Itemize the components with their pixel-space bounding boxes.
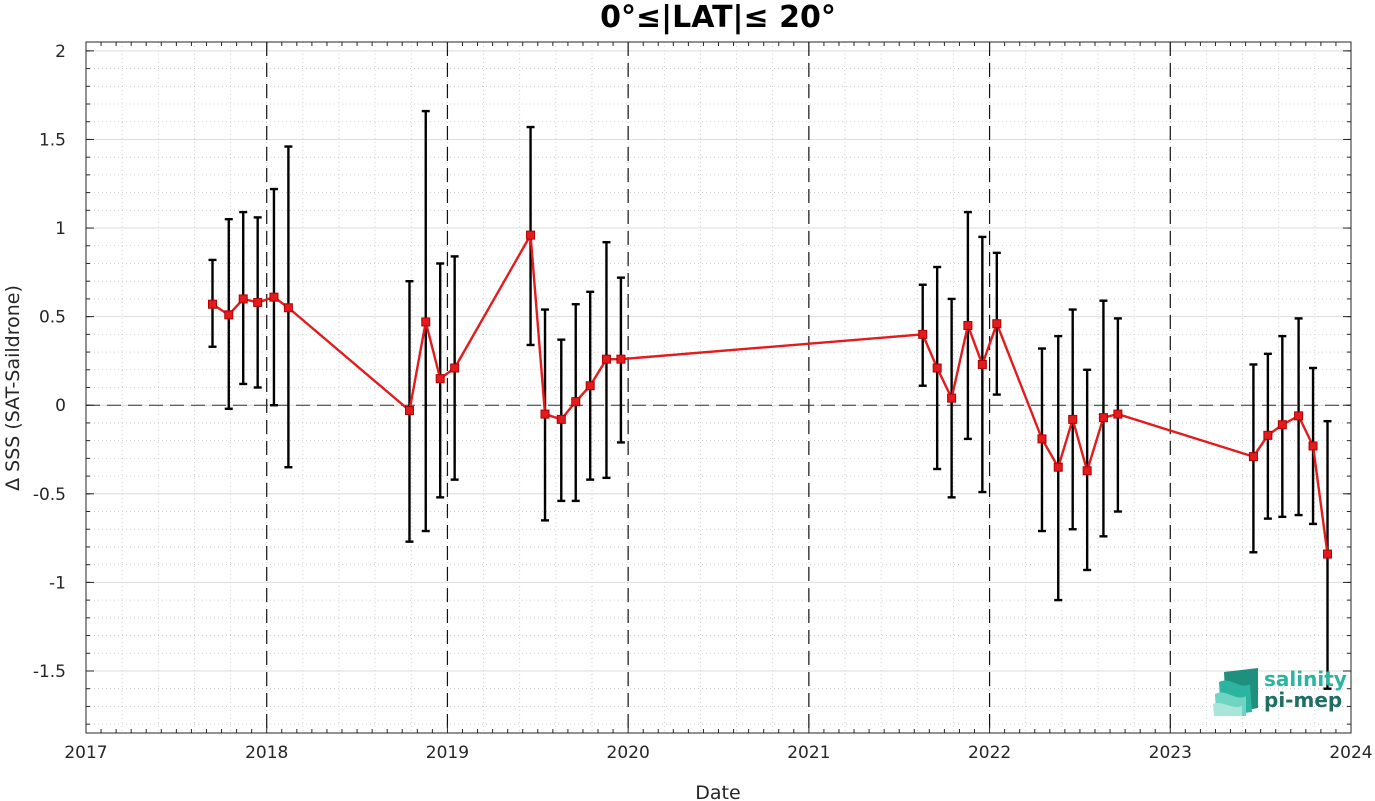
- data-point: [1068, 414, 1078, 424]
- x-tick-label: 2020: [607, 743, 650, 763]
- data-point: [404, 406, 414, 416]
- data-point: [208, 299, 217, 309]
- y-tick-label: 1: [55, 219, 66, 239]
- y-tick-labels: 2 1.5 1 0.5 0 -0.5 -1 -1.5: [33, 42, 66, 682]
- data-point: [571, 397, 581, 407]
- x-tick-label: 2022: [968, 743, 1011, 763]
- y-tick-label: 2: [55, 42, 66, 62]
- x-axis-label: Date: [695, 782, 740, 801]
- axis-ticks: [85, 42, 1352, 733]
- data-point: [963, 320, 973, 330]
- data-point: [1323, 549, 1333, 559]
- data-point: [238, 294, 248, 304]
- series-line: [211, 231, 1329, 555]
- data-point: [1277, 420, 1287, 430]
- year-boundary-lines: [266, 42, 1171, 733]
- data-point: [421, 317, 431, 327]
- x-tick-labels: 2017 2018 2019 2020 2021 2022 2023 2024: [64, 743, 1372, 763]
- logo-text-salinity: salinity: [1264, 667, 1347, 691]
- x-tick-label: 2023: [1149, 743, 1192, 763]
- data-point: [1294, 411, 1304, 421]
- data-point: [1263, 430, 1273, 440]
- data-point: [1248, 452, 1258, 462]
- data-point: [992, 319, 1002, 329]
- data-point: [1098, 413, 1108, 423]
- data-point: [1308, 441, 1318, 451]
- y-tick-label: -1: [49, 573, 66, 593]
- data-point: [435, 374, 445, 384]
- wave-logo-icon: [1213, 668, 1258, 716]
- data-point: [616, 354, 626, 364]
- data-point: [601, 354, 611, 364]
- data-point: [1082, 466, 1092, 476]
- data-point: [1113, 409, 1123, 419]
- data-point: [224, 310, 234, 320]
- x-tick-label: 2021: [787, 743, 830, 763]
- data-point: [269, 292, 279, 302]
- logo-text-pi-mep: pi-mep: [1264, 688, 1342, 712]
- data-point: [540, 409, 550, 419]
- data-point: [1053, 462, 1063, 472]
- x-tick-label: 2019: [426, 743, 469, 763]
- data-point: [450, 363, 460, 373]
- data-point: [977, 359, 987, 369]
- data-point: [947, 393, 957, 403]
- y-axis-label: Δ SSS (SAT-Saildrone): [2, 285, 24, 491]
- data-point: [556, 414, 566, 424]
- data-point: [526, 230, 536, 240]
- error-bars: [208, 109, 1332, 690]
- y-tick-label: -0.5: [33, 485, 66, 505]
- data-point: [283, 303, 293, 313]
- y-tick-label: 0.5: [39, 308, 66, 328]
- chart-title: 0°≤|LAT|≤ 20°: [600, 0, 836, 35]
- y-tick-label: -1.5: [33, 662, 66, 682]
- data-point: [932, 363, 942, 373]
- data-point: [585, 381, 595, 391]
- salinity-pi-mep-logo: salinity pi-mep: [1213, 667, 1347, 716]
- x-tick-label: 2018: [245, 743, 288, 763]
- y-tick-label: 0: [55, 396, 66, 416]
- data-point: [253, 297, 263, 307]
- data-markers: [208, 230, 1333, 559]
- y-tick-label: 1.5: [39, 130, 66, 150]
- x-tick-label: 2017: [64, 743, 107, 763]
- data-point: [1037, 434, 1047, 444]
- x-tick-label: 2024: [1329, 743, 1372, 763]
- data-point: [918, 329, 928, 339]
- grid: [85, 42, 1352, 733]
